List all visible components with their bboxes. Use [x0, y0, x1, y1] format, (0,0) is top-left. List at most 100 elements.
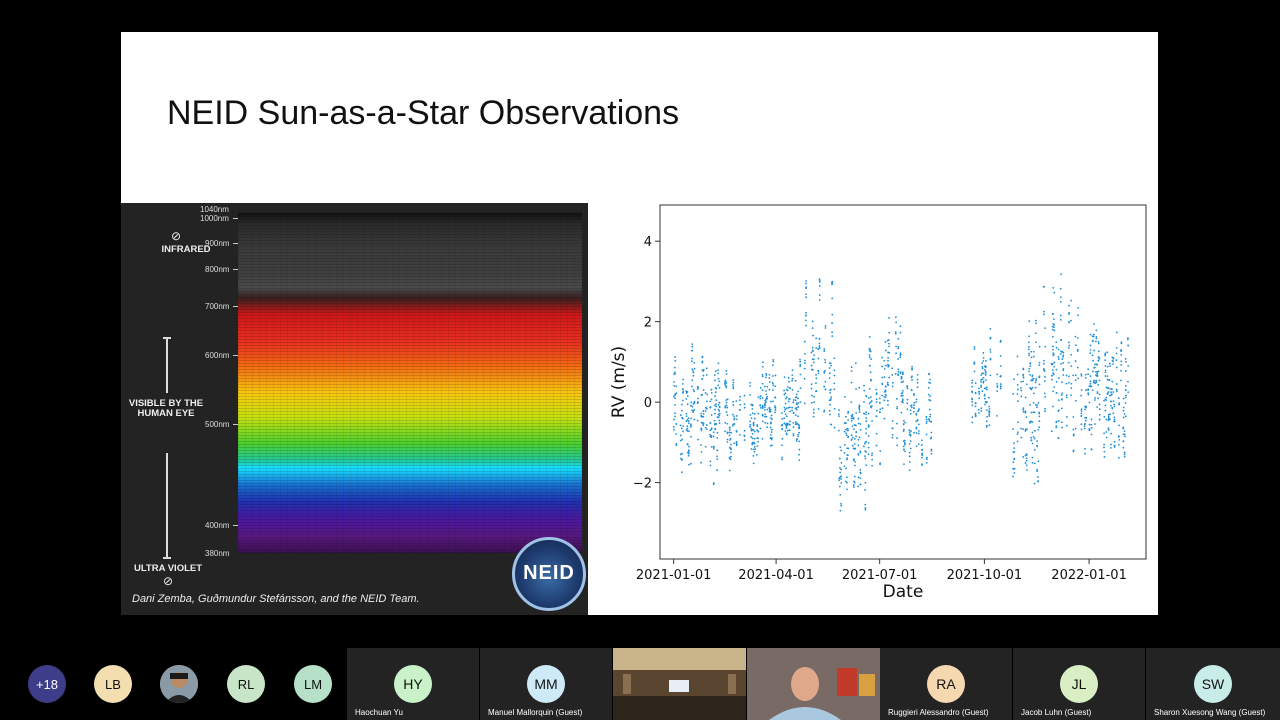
rv-data-point: [691, 379, 694, 382]
rv-data-point: [702, 424, 705, 427]
rv-data-point: [887, 359, 889, 362]
rv-data-point: [925, 433, 928, 436]
rv-data-point: [766, 408, 769, 411]
rv-data-point: [765, 401, 767, 404]
rv-data-point: [709, 406, 712, 409]
participant-name: Ruggieri Alessandro (Guest): [888, 708, 989, 717]
rv-data-point: [902, 401, 904, 404]
rv-data-point: [815, 377, 818, 380]
rv-data-point: [764, 404, 766, 407]
rv-data-point: [885, 385, 887, 388]
speaker-video-tile[interactable]: [747, 648, 880, 720]
rv-data-point: [824, 369, 826, 372]
rv-data-point: [1070, 387, 1073, 389]
rv-data-point: [690, 462, 692, 465]
rv-data-point: [785, 415, 788, 418]
rv-data-point: [818, 345, 821, 347]
participant-tile[interactable]: SW Sharon Xuesong Wang (Guest): [1146, 648, 1280, 720]
rv-data-point: [971, 404, 974, 407]
rv-data-point: [764, 385, 766, 388]
rv-data-point: [1037, 402, 1040, 404]
rv-data-point: [916, 378, 919, 381]
participant-tile[interactable]: RA Ruggieri Alessandro (Guest): [880, 648, 1012, 720]
rv-data-point: [853, 428, 855, 430]
rv-data-point: [828, 409, 831, 412]
rv-data-point: [869, 401, 872, 404]
rv-data-point: [1035, 379, 1037, 382]
rv-data-point: [786, 424, 789, 426]
rv-data-point: [690, 360, 693, 363]
rv-data-point: [884, 390, 887, 393]
rv-data-point: [681, 403, 683, 406]
rv-data-point: [1083, 423, 1086, 426]
rv-data-point: [759, 427, 762, 430]
rv-data-point: [1087, 373, 1089, 376]
rv-data-point: [875, 444, 878, 447]
rv-data-point: [1103, 443, 1106, 446]
participant-avatar[interactable]: LB: [94, 665, 132, 703]
rv-data-point: [725, 404, 728, 407]
rv-data-point: [797, 415, 799, 418]
rv-data-point: [855, 424, 857, 427]
rv-data-point: [714, 391, 717, 394]
rv-data-point: [718, 387, 721, 389]
participant-tile[interactable]: MM Manuel Mallorquin (Guest): [480, 648, 612, 720]
participant-photo-avatar[interactable]: [160, 665, 198, 703]
rv-data-point: [1022, 410, 1025, 413]
rv-data-point: [692, 370, 695, 372]
rv-data-point: [1022, 408, 1025, 411]
rv-data-point: [1042, 313, 1045, 316]
rv-data-point: [811, 349, 814, 352]
rv-data-point: [795, 422, 798, 425]
rv-data-point: [1038, 364, 1041, 366]
rv-data-point: [978, 412, 980, 414]
rv-data-point: [1057, 356, 1060, 358]
rv-data-point: [845, 432, 847, 435]
rv-data-point: [1025, 464, 1028, 467]
rv-data-point: [681, 452, 683, 455]
rv-data-point: [824, 380, 827, 383]
rv-data-point: [833, 382, 836, 385]
participant-avatar[interactable]: RL: [227, 665, 265, 703]
rv-data-point: [732, 379, 735, 382]
rv-data-point: [735, 418, 738, 421]
participant-tile[interactable]: HY Haochuan Yu: [347, 648, 479, 720]
rv-data-point: [812, 358, 815, 361]
rv-data-point: [985, 379, 987, 381]
more-participants-button[interactable]: +18: [28, 665, 66, 703]
rv-data-point: [1113, 446, 1116, 448]
participant-video-tile[interactable]: [613, 648, 746, 720]
rv-data-point: [985, 388, 988, 391]
rv-data-point: [888, 364, 890, 367]
rv-data-point: [896, 437, 898, 440]
rv-data-point: [701, 361, 704, 364]
rv-data-point: [771, 437, 773, 439]
rv-data-point: [687, 454, 690, 457]
rv-data-point: [1113, 418, 1116, 421]
rv-data-point: [789, 410, 791, 413]
rv-data-point: [717, 362, 720, 365]
rv-data-point: [696, 419, 699, 422]
rv-data-point: [709, 464, 712, 467]
rv-data-point: [869, 378, 872, 381]
rv-data-point: [1052, 318, 1055, 320]
rv-data-point: [1065, 394, 1068, 397]
rv-data-point: [681, 459, 683, 461]
rv-data-point: [1036, 404, 1039, 406]
participant-avatar[interactable]: LM: [294, 665, 332, 703]
rv-data-point: [845, 434, 848, 437]
rv-data-point: [1098, 418, 1101, 421]
rv-data-point: [781, 428, 783, 431]
rv-data-point: [700, 427, 703, 430]
rv-data-point: [771, 375, 774, 377]
rv-data-point: [681, 409, 683, 412]
participant-tile[interactable]: JL Jacob Luhn (Guest): [1013, 648, 1145, 720]
rv-data-point: [910, 388, 913, 391]
rv-data-point: [982, 357, 985, 359]
rv-data-point: [768, 373, 771, 376]
rv-data-point: [1070, 382, 1073, 385]
rv-data-point: [930, 436, 933, 439]
wavelength-label: 900nm: [205, 239, 230, 248]
rv-data-point: [988, 412, 991, 414]
rv-data-point: [870, 358, 872, 361]
